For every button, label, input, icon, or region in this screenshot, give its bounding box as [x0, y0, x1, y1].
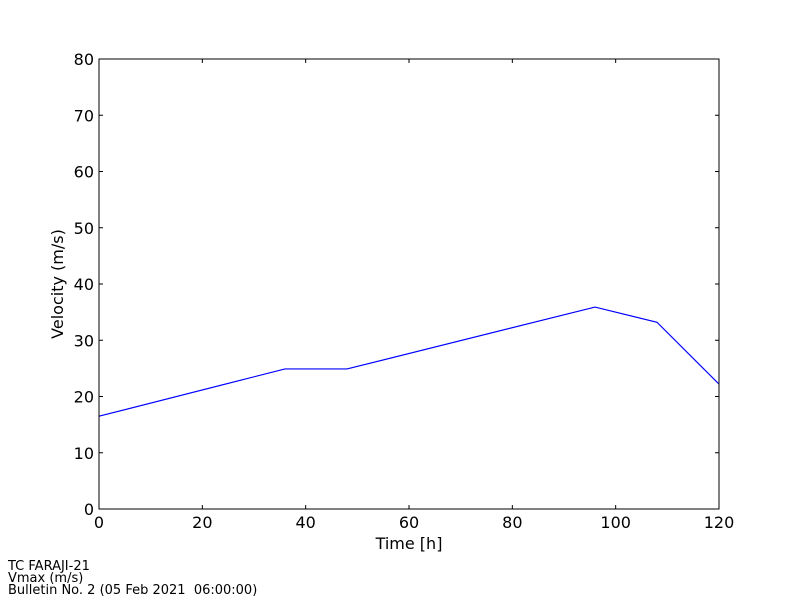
plot-frame [98, 58, 720, 510]
x-tick-label: 60 [399, 513, 419, 532]
y-tick-label: 60 [74, 163, 94, 182]
y-tick-label: 10 [74, 444, 94, 463]
y-tick-label: 70 [74, 106, 94, 125]
y-tick-label: 20 [74, 388, 94, 407]
y-tick-label: 50 [74, 219, 94, 238]
x-axis-label: Time [h] [375, 534, 443, 553]
x-tick-label: 100 [600, 513, 631, 532]
data-line [98, 306, 720, 417]
y-axis-label: Velocity (m/s) [48, 229, 67, 339]
x-tick-label: 40 [295, 513, 315, 532]
x-tick-label: 0 [94, 513, 104, 532]
y-tick-label: 30 [74, 331, 94, 350]
x-tick-label: 120 [704, 513, 735, 532]
x-tick-label: 80 [502, 513, 522, 532]
footer-note: Vmax (m/s) [8, 571, 83, 586]
y-tick-label: 40 [74, 275, 94, 294]
y-tick-label: 0 [84, 500, 94, 519]
y-tick-label: 80 [74, 50, 94, 69]
footer-note: Bulletin No. 2 (05 Feb 2021 06:00:00) [8, 583, 257, 598]
x-tick-label: 20 [192, 513, 212, 532]
footer-note: TC FARAJI-21 [7, 559, 90, 574]
